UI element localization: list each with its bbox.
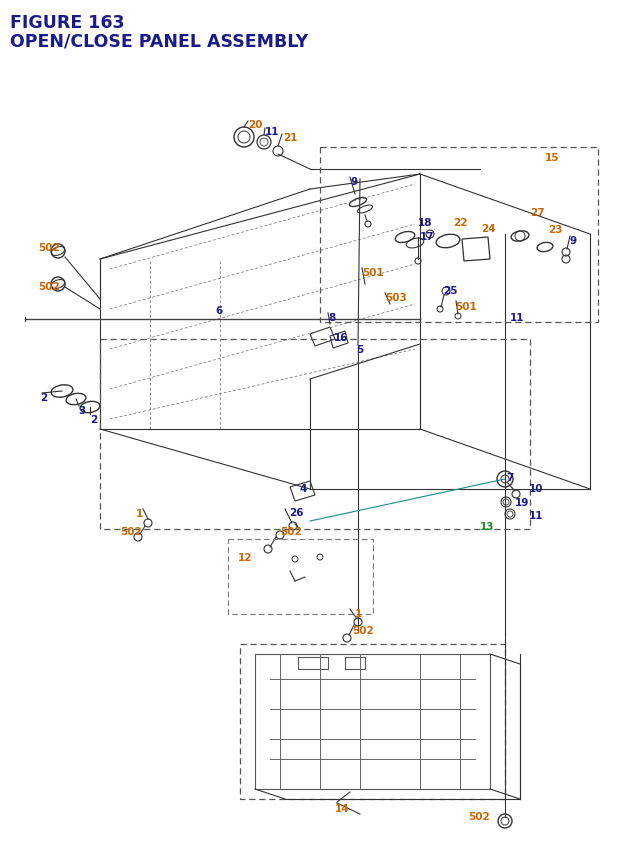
Text: 5: 5 (356, 344, 364, 355)
Text: 1: 1 (355, 608, 362, 618)
Text: 4: 4 (299, 483, 307, 493)
Text: 13: 13 (480, 522, 495, 531)
Text: 9: 9 (350, 177, 357, 187)
Text: 24: 24 (481, 224, 495, 233)
Text: 1: 1 (136, 508, 143, 518)
Text: 502: 502 (468, 811, 490, 821)
Text: 11: 11 (265, 127, 280, 137)
Text: 502: 502 (38, 243, 60, 253)
Text: 501: 501 (455, 301, 477, 312)
Text: 9: 9 (570, 236, 577, 245)
Text: 502: 502 (280, 526, 301, 536)
Text: 503: 503 (385, 293, 407, 303)
Text: 8: 8 (328, 313, 335, 323)
Text: 16: 16 (334, 332, 349, 343)
Text: 26: 26 (289, 507, 303, 517)
Text: 14: 14 (335, 803, 349, 813)
Text: 15: 15 (545, 152, 559, 163)
Text: 17: 17 (420, 232, 435, 242)
Text: OPEN/CLOSE PANEL ASSEMBLY: OPEN/CLOSE PANEL ASSEMBLY (10, 32, 308, 50)
Text: 10: 10 (529, 483, 543, 493)
Text: 22: 22 (453, 218, 467, 228)
Text: 502: 502 (352, 625, 374, 635)
Text: 23: 23 (548, 225, 563, 235)
Text: 18: 18 (418, 218, 433, 228)
Text: 11: 11 (529, 511, 543, 520)
Bar (345, 657, 365, 669)
Text: FIGURE 163: FIGURE 163 (10, 14, 125, 32)
Text: 502: 502 (120, 526, 141, 536)
Text: 25: 25 (443, 286, 458, 295)
Text: 11: 11 (510, 313, 525, 323)
Text: 19: 19 (515, 498, 529, 507)
Text: 21: 21 (283, 133, 298, 143)
Text: 501: 501 (362, 268, 384, 278)
Text: 27: 27 (530, 208, 545, 218)
Bar (298, 657, 328, 669)
Text: 7: 7 (506, 473, 513, 482)
Text: 6: 6 (215, 306, 222, 316)
Text: 12: 12 (238, 553, 253, 562)
Text: 3: 3 (78, 406, 85, 416)
Text: 502: 502 (38, 282, 60, 292)
Text: 20: 20 (248, 120, 262, 130)
Text: 2: 2 (40, 393, 47, 403)
Text: 2: 2 (90, 414, 97, 424)
